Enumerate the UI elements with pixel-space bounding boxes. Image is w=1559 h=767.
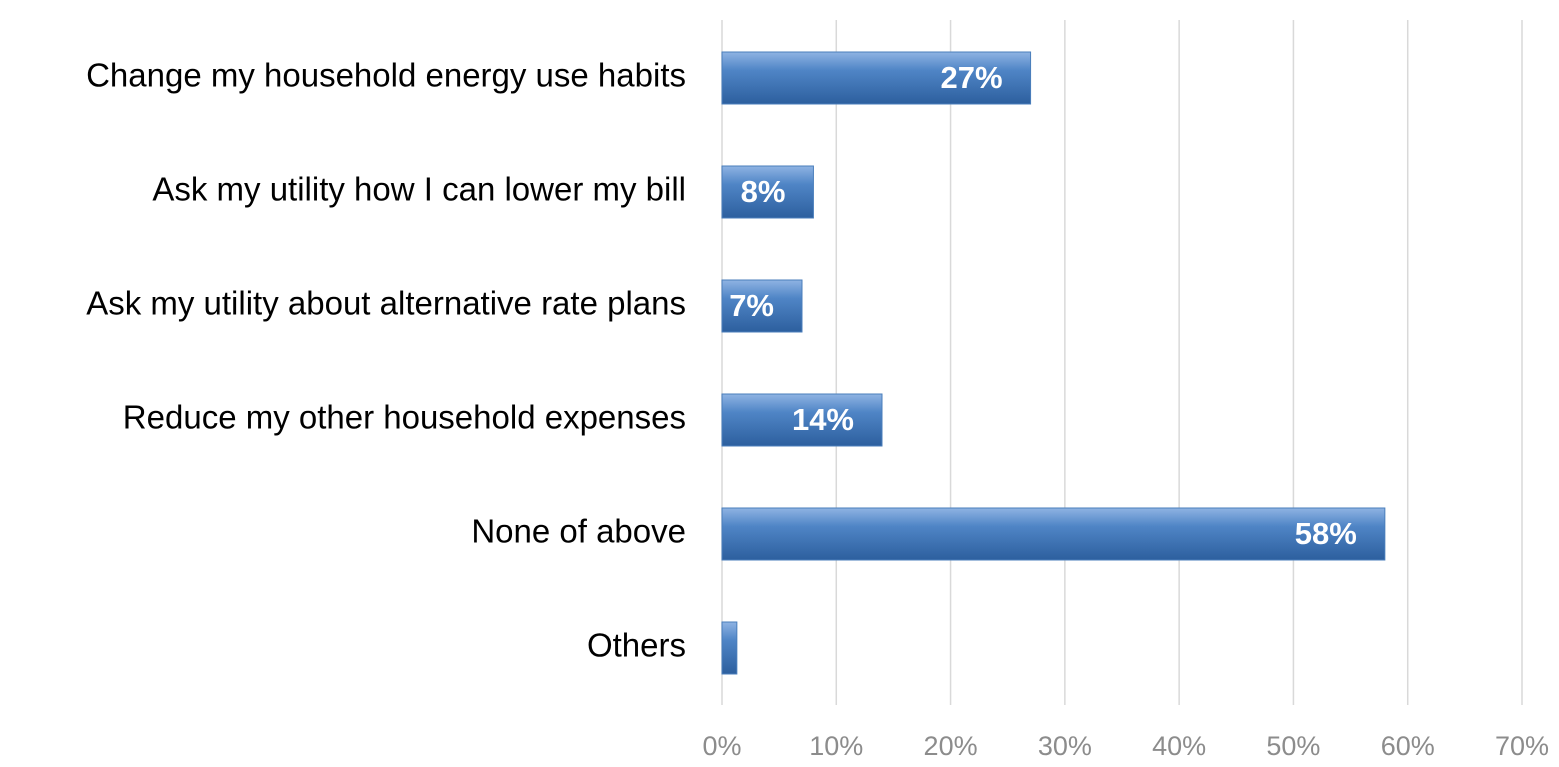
value-label: 27% — [941, 60, 1003, 95]
bar — [721, 621, 738, 675]
bar — [721, 165, 814, 219]
y-tick-label: Reduce my other household expenses — [123, 399, 686, 436]
y-tick-label: None of above — [471, 513, 686, 550]
x-tick-label: 0% — [702, 731, 741, 761]
x-tick-label: 60% — [1381, 731, 1435, 761]
x-tick-label: 30% — [1038, 731, 1092, 761]
y-tick-label: Ask my utility how I can lower my bill — [152, 171, 686, 208]
bar — [721, 393, 883, 447]
value-label: 7% — [729, 288, 774, 323]
y-tick-label: Others — [587, 627, 686, 664]
value-label: 58% — [1295, 516, 1357, 551]
x-tick-label: 10% — [809, 731, 863, 761]
x-tick-label: 50% — [1266, 731, 1320, 761]
x-tick-label: 70% — [1495, 731, 1549, 761]
value-label: 8% — [741, 174, 786, 209]
bar — [721, 51, 1032, 105]
bar — [721, 507, 1386, 561]
x-tick-label: 20% — [924, 731, 978, 761]
y-tick-label: Change my household energy use habits — [86, 57, 686, 94]
bar — [721, 279, 803, 333]
value-label: 14% — [792, 402, 854, 437]
x-tick-label: 40% — [1152, 731, 1206, 761]
y-tick-label: Ask my utility about alternative rate pl… — [86, 285, 686, 322]
